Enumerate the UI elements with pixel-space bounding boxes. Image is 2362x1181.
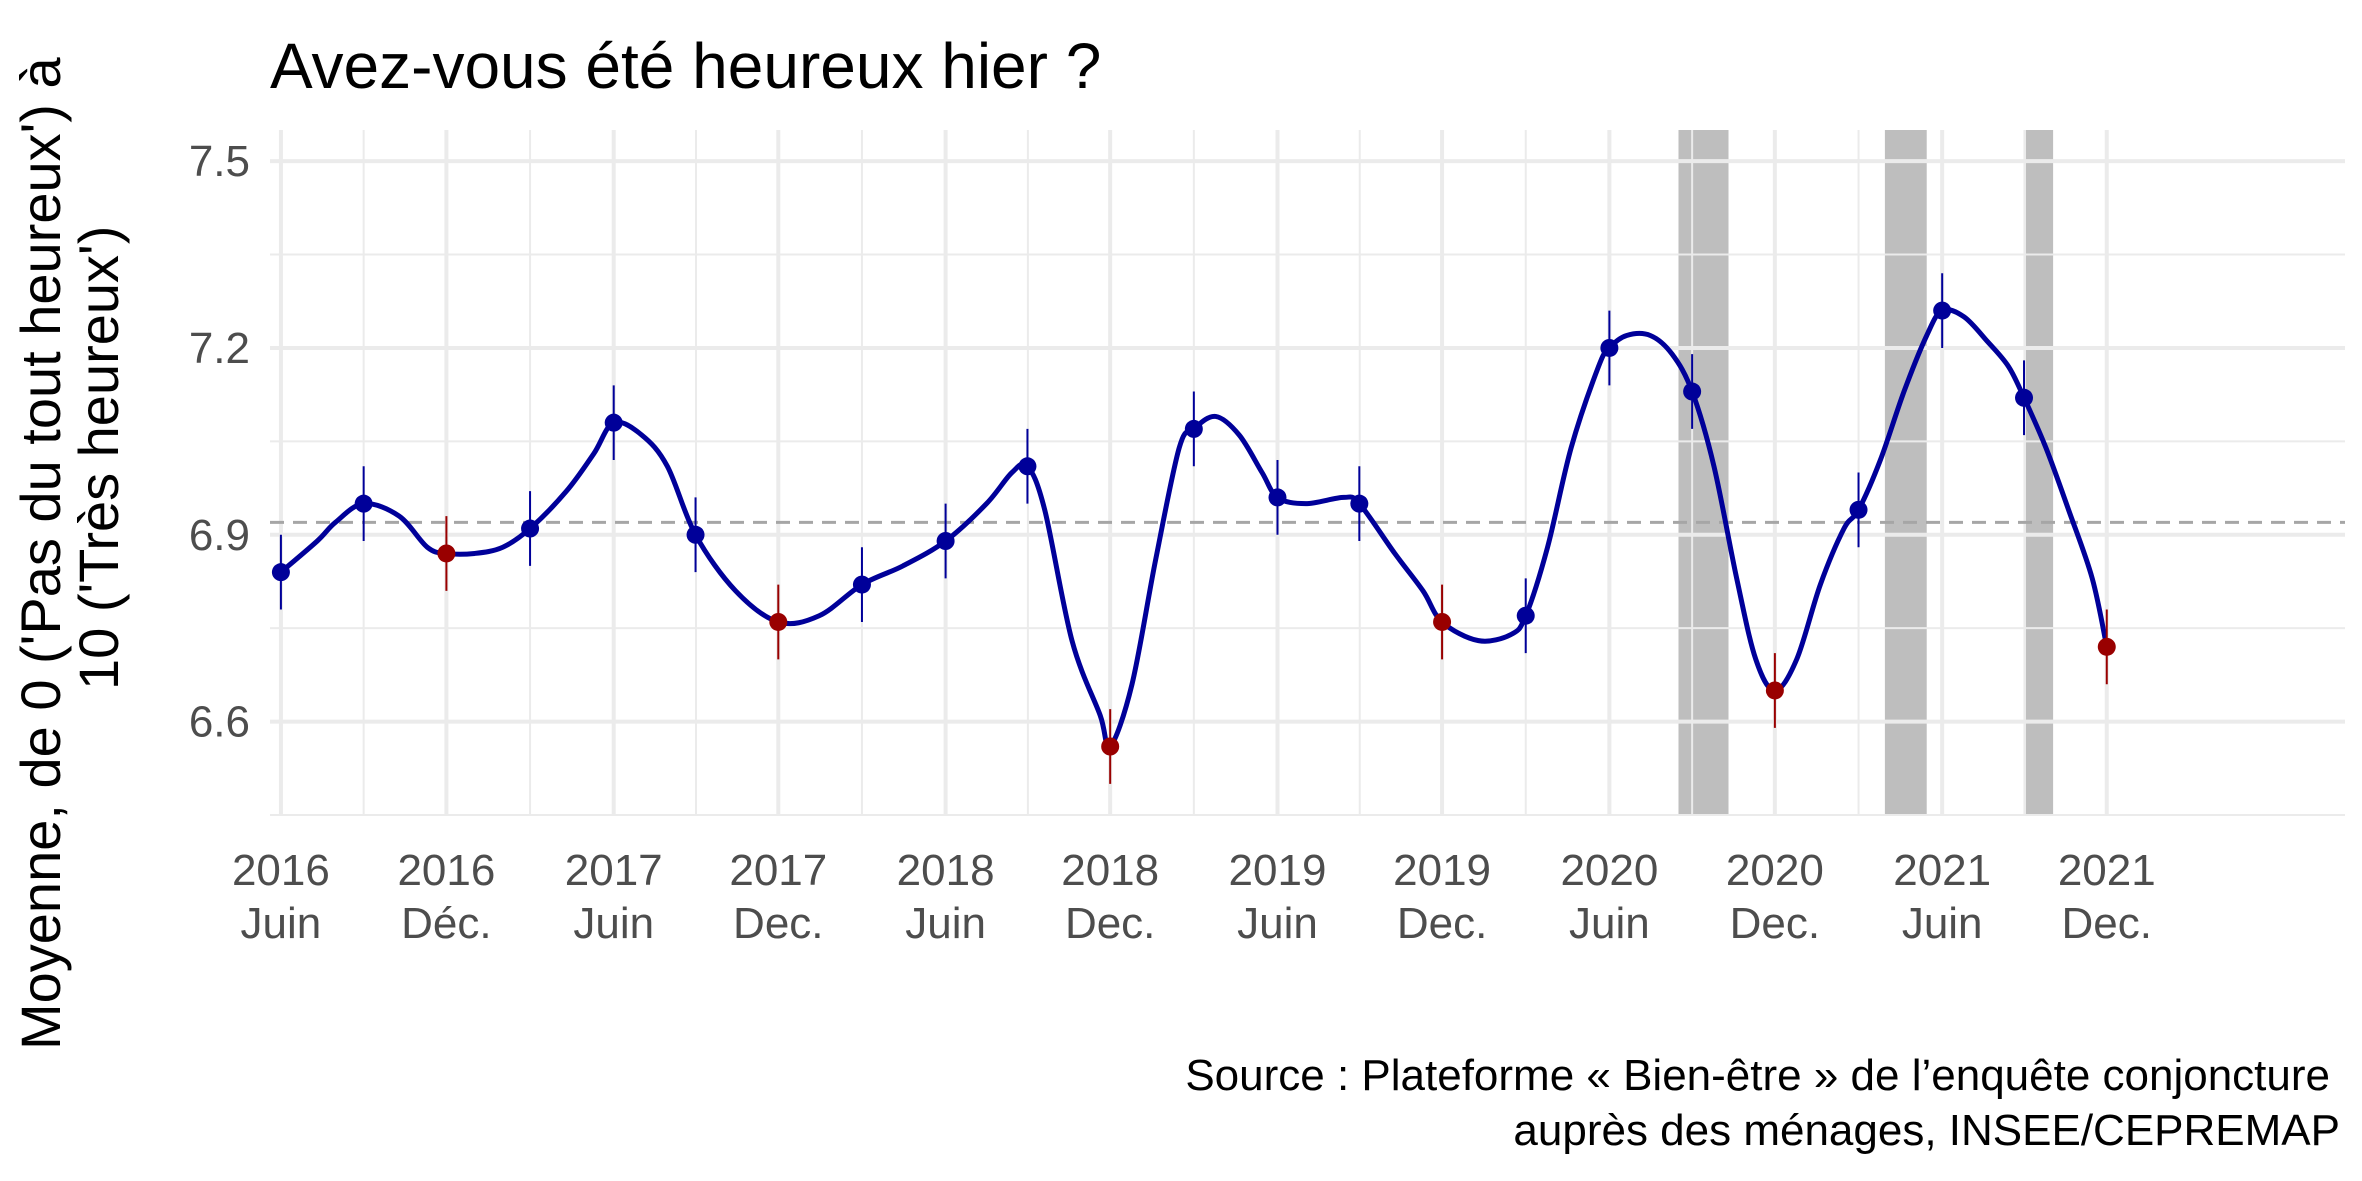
x-tick-period: Juin <box>573 899 654 948</box>
chart-title: Avez-vous été heureux hier ? <box>270 30 1101 102</box>
data-point <box>1184 419 1203 438</box>
data-point-december <box>437 544 456 563</box>
data-point <box>271 563 290 582</box>
x-tick-period: Juin <box>241 899 322 948</box>
x-tick-period: Dec. <box>1065 899 1155 948</box>
x-tick-period: Dec. <box>1730 899 1820 948</box>
x-tick-year: 2016 <box>397 846 495 895</box>
y-axis-ticks: 6.6 6.9 7.2 7.5 <box>189 137 250 746</box>
x-tick-year: 2016 <box>232 846 330 895</box>
data-point <box>1933 301 1952 320</box>
data-point <box>354 494 373 513</box>
x-tick-period: Dec. <box>733 899 823 948</box>
x-tick-year: 2021 <box>1893 846 1991 895</box>
data-point <box>604 413 623 432</box>
data-point-december <box>1101 737 1120 756</box>
x-tick-year: 2020 <box>1726 846 1824 895</box>
data-point <box>936 532 955 550</box>
y-tick-label: 6.6 <box>189 698 250 747</box>
data-points <box>271 301 2116 756</box>
data-point-december <box>1765 681 1784 700</box>
shaded-periods <box>1678 130 2054 815</box>
x-tick-year: 2017 <box>729 846 827 895</box>
x-tick-period: Juin <box>1237 899 1318 948</box>
x-tick-year: 2017 <box>565 846 663 895</box>
x-tick-year: 2018 <box>897 846 995 895</box>
y-tick-label: 6.9 <box>189 511 250 560</box>
data-point <box>521 519 540 538</box>
data-point <box>852 575 871 594</box>
data-point <box>2015 388 2034 407</box>
x-tick-year: 2019 <box>1393 846 1491 895</box>
y-tick-label: 7.5 <box>189 137 250 186</box>
data-point <box>1600 338 1619 357</box>
source-caption-line-2: auprès des ménages, INSEE/CEPREMAP <box>1513 1106 2340 1155</box>
data-point <box>1849 500 1868 519</box>
x-tick-year: 2021 <box>2058 846 2156 895</box>
y-axis-label-line-2: 10 ('Très heureux') <box>67 226 130 690</box>
y-axis-label: Moyenne, de 0 ('Pas du tout heureux') à … <box>9 56 130 1050</box>
data-point <box>1683 382 1702 401</box>
data-point-december <box>769 612 788 631</box>
data-point <box>1018 457 1037 476</box>
x-tick-year: 2018 <box>1061 846 1159 895</box>
x-tick-period: Déc. <box>401 899 491 948</box>
data-point <box>1268 488 1287 507</box>
data-point-december <box>1433 612 1452 631</box>
shaded-period <box>1884 130 1927 815</box>
x-tick-period: Juin <box>1902 899 1983 948</box>
source-caption-line-1: Source : Plateforme « Bien-être » de l’e… <box>1185 1051 2330 1100</box>
x-tick-period: Juin <box>1569 899 1650 948</box>
x-axis-ticks: 2016Juin2016Déc.2017Juin2017Dec.2018Juin… <box>232 846 2156 948</box>
y-axis-label-line-1: Moyenne, de 0 ('Pas du tout heureux') à <box>9 56 72 1050</box>
data-point <box>686 525 705 544</box>
x-tick-period: Dec. <box>2062 899 2152 948</box>
data-point <box>1516 606 1535 625</box>
gridlines <box>270 130 2345 816</box>
shaded-period <box>1678 130 1729 815</box>
shaded-period <box>2025 130 2054 815</box>
x-tick-year: 2019 <box>1229 846 1327 895</box>
data-point-december <box>2097 637 2116 656</box>
x-tick-period: Juin <box>905 899 986 948</box>
x-tick-period: Dec. <box>1397 899 1487 948</box>
x-tick-year: 2020 <box>1560 846 1658 895</box>
data-point <box>1350 494 1369 513</box>
y-tick-label: 7.2 <box>189 324 250 373</box>
